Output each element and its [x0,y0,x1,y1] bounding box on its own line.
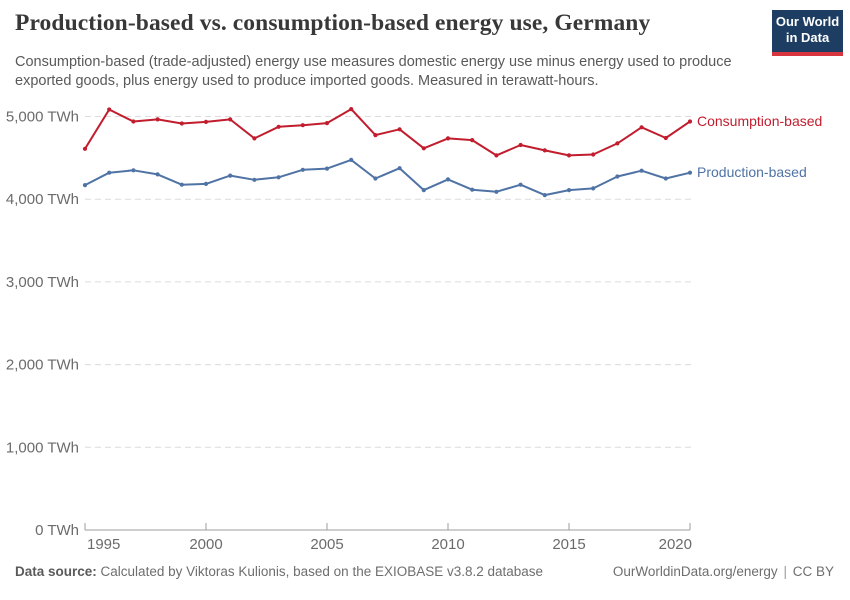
production-based-line [84,158,691,197]
y-tick-label: 4,000 TWh [6,191,79,208]
production-based-point-2000 [203,181,209,186]
owid-logo: Our World in Data [772,10,843,56]
data-source-text: Calculated by Viktoras Kulionis, based o… [100,564,544,579]
consumption-based-point-1997 [131,119,136,124]
production-based-legend-label: Production-based [697,164,807,180]
x-tick-label: 2000 [189,536,222,553]
footer-url: OurWorldinData.org/energy [612,564,778,579]
consumption-based-point-2008 [397,127,402,132]
consumption-based-legend-label: Consumption-based [697,113,822,129]
production-based-point-2006 [349,157,354,162]
consumption-based-point-2012 [494,153,499,158]
consumption-based-point-1999 [179,121,184,126]
consumption-based-line [84,108,691,157]
production-based-point-2017 [615,174,620,179]
page-title: Production-based vs. consumption-based e… [15,10,651,36]
consumption-based-point-2001 [228,117,233,122]
consumption-based-point-2020 [687,119,693,124]
consumption-based-point-2019 [663,135,668,141]
production-based-point-2012 [494,189,499,194]
chart-subtitle: Consumption-based (trade-adjusted) energ… [15,54,732,89]
consumption-based-point-2002 [252,136,257,141]
x-tick-label: 2020 [659,536,692,553]
consumption-based-point-1996 [107,107,112,112]
production-based-point-2001 [228,173,233,178]
consumption-based-point-2011 [470,138,475,143]
production-based-point-2013 [518,182,523,187]
production-based-point-2019 [663,176,668,181]
production-based-point-1999 [179,182,184,187]
consumption-based-point-1998 [155,117,160,122]
production-based-point-2010 [445,177,451,182]
production-based-point-2014 [542,193,547,198]
consumption-based-point-2017 [615,141,620,146]
consumption-based-point-2016 [591,152,596,157]
consumption-based-point-2005 [324,121,330,126]
x-tick-label: 2015 [552,536,585,553]
production-based-point-2007 [373,176,378,181]
y-tick-label: 2,000 TWh [6,357,79,374]
consumption-based-point-2004 [300,123,305,128]
consumption-based-point-1995 [82,146,88,151]
consumption-based-point-2000 [203,119,209,124]
logo-line2: in Data [785,30,830,45]
x-tick-label: 2010 [431,536,464,553]
consumption-based-point-2010 [445,136,451,141]
y-tick-label: 1,000 TWh [6,439,79,456]
production-based-point-2020 [687,170,693,175]
consumption-based-point-2018 [639,125,644,130]
consumption-based-point-2003 [276,124,281,129]
production-based-point-2005 [324,166,330,171]
production-based-point-2009 [421,188,426,193]
production-based-point-2018 [639,168,644,173]
footer-license: CC BY [792,564,834,579]
line-chart: 0 TWh 1,000 TWh 2,000 TWh 3,000 TWh 4,000 TW… [6,107,822,553]
consumption-based-point-2009 [421,146,426,151]
production-based-point-1998 [155,172,160,177]
production-based-point-1996 [107,170,112,175]
production-based-point-2002 [252,177,257,182]
production-based-point-2003 [276,175,281,180]
data-source-label: Data source: [15,564,97,579]
production-based-point-2015 [566,188,572,193]
logo-line1: Our World [775,14,840,29]
chart-footer: Data source: Calculated by Viktoras Kuli… [15,564,834,579]
consumption-based-point-2007 [373,133,378,138]
footer-separator: | [783,564,787,579]
production-based-point-2011 [470,187,475,192]
x-tick-label: 2005 [310,536,343,553]
production-based-point-1997 [131,168,136,173]
x-tick-label: 1995 [87,536,120,553]
production-based-point-2008 [397,166,402,171]
y-tick-label: 0 TWh [35,522,79,539]
data-source-note: Data source: Calculated by Viktoras Kuli… [15,564,543,579]
footer-credit: OurWorldinData.org/energy | CC BY [613,564,834,579]
consumption-based-point-2014 [542,148,547,153]
consumption-based-point-2015 [566,153,572,158]
production-based-point-1995 [82,183,88,188]
consumption-based-point-2006 [349,107,354,112]
y-tick-label: 5,000 TWh [6,109,79,126]
consumption-based-point-2013 [518,142,523,148]
production-based-point-2016 [591,186,596,191]
production-based-point-2004 [300,167,305,172]
y-tick-label: 3,000 TWh [6,274,79,291]
